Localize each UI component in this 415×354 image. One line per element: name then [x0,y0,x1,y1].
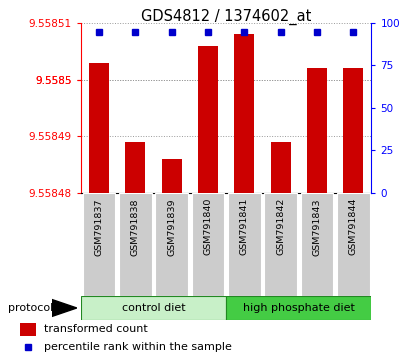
Text: GSM791844: GSM791844 [349,198,358,256]
Bar [89,63,109,193]
Bar [307,68,327,193]
Bar [83,193,115,296]
Text: GSM791843: GSM791843 [312,198,322,256]
Text: GSM791840: GSM791840 [203,198,212,256]
Text: GSM791837: GSM791837 [95,198,104,256]
Polygon shape [52,299,77,316]
Bar [300,193,333,296]
Bar [226,296,371,320]
Bar [119,193,152,296]
Bar [264,193,297,296]
Text: GSM791839: GSM791839 [167,198,176,256]
Text: GDS4812 / 1374602_at: GDS4812 / 1374602_at [141,9,311,25]
Bar [81,296,226,320]
Bar [20,323,36,336]
Bar [192,193,225,296]
Bar [228,193,261,296]
Bar [271,142,290,193]
Text: control diet: control diet [122,303,186,313]
Bar [125,142,145,193]
Text: high phosphate diet: high phosphate diet [243,303,355,313]
Bar [155,193,188,296]
Bar [343,68,363,193]
Bar [337,193,370,296]
Text: GSM791842: GSM791842 [276,198,285,256]
Bar [162,159,182,193]
Text: GSM791838: GSM791838 [131,198,140,256]
Bar [234,34,254,193]
Text: percentile rank within the sample: percentile rank within the sample [44,342,232,352]
Text: protocol: protocol [8,303,54,313]
Text: GSM791841: GSM791841 [240,198,249,256]
Text: transformed count: transformed count [44,324,148,334]
Bar [198,46,218,193]
